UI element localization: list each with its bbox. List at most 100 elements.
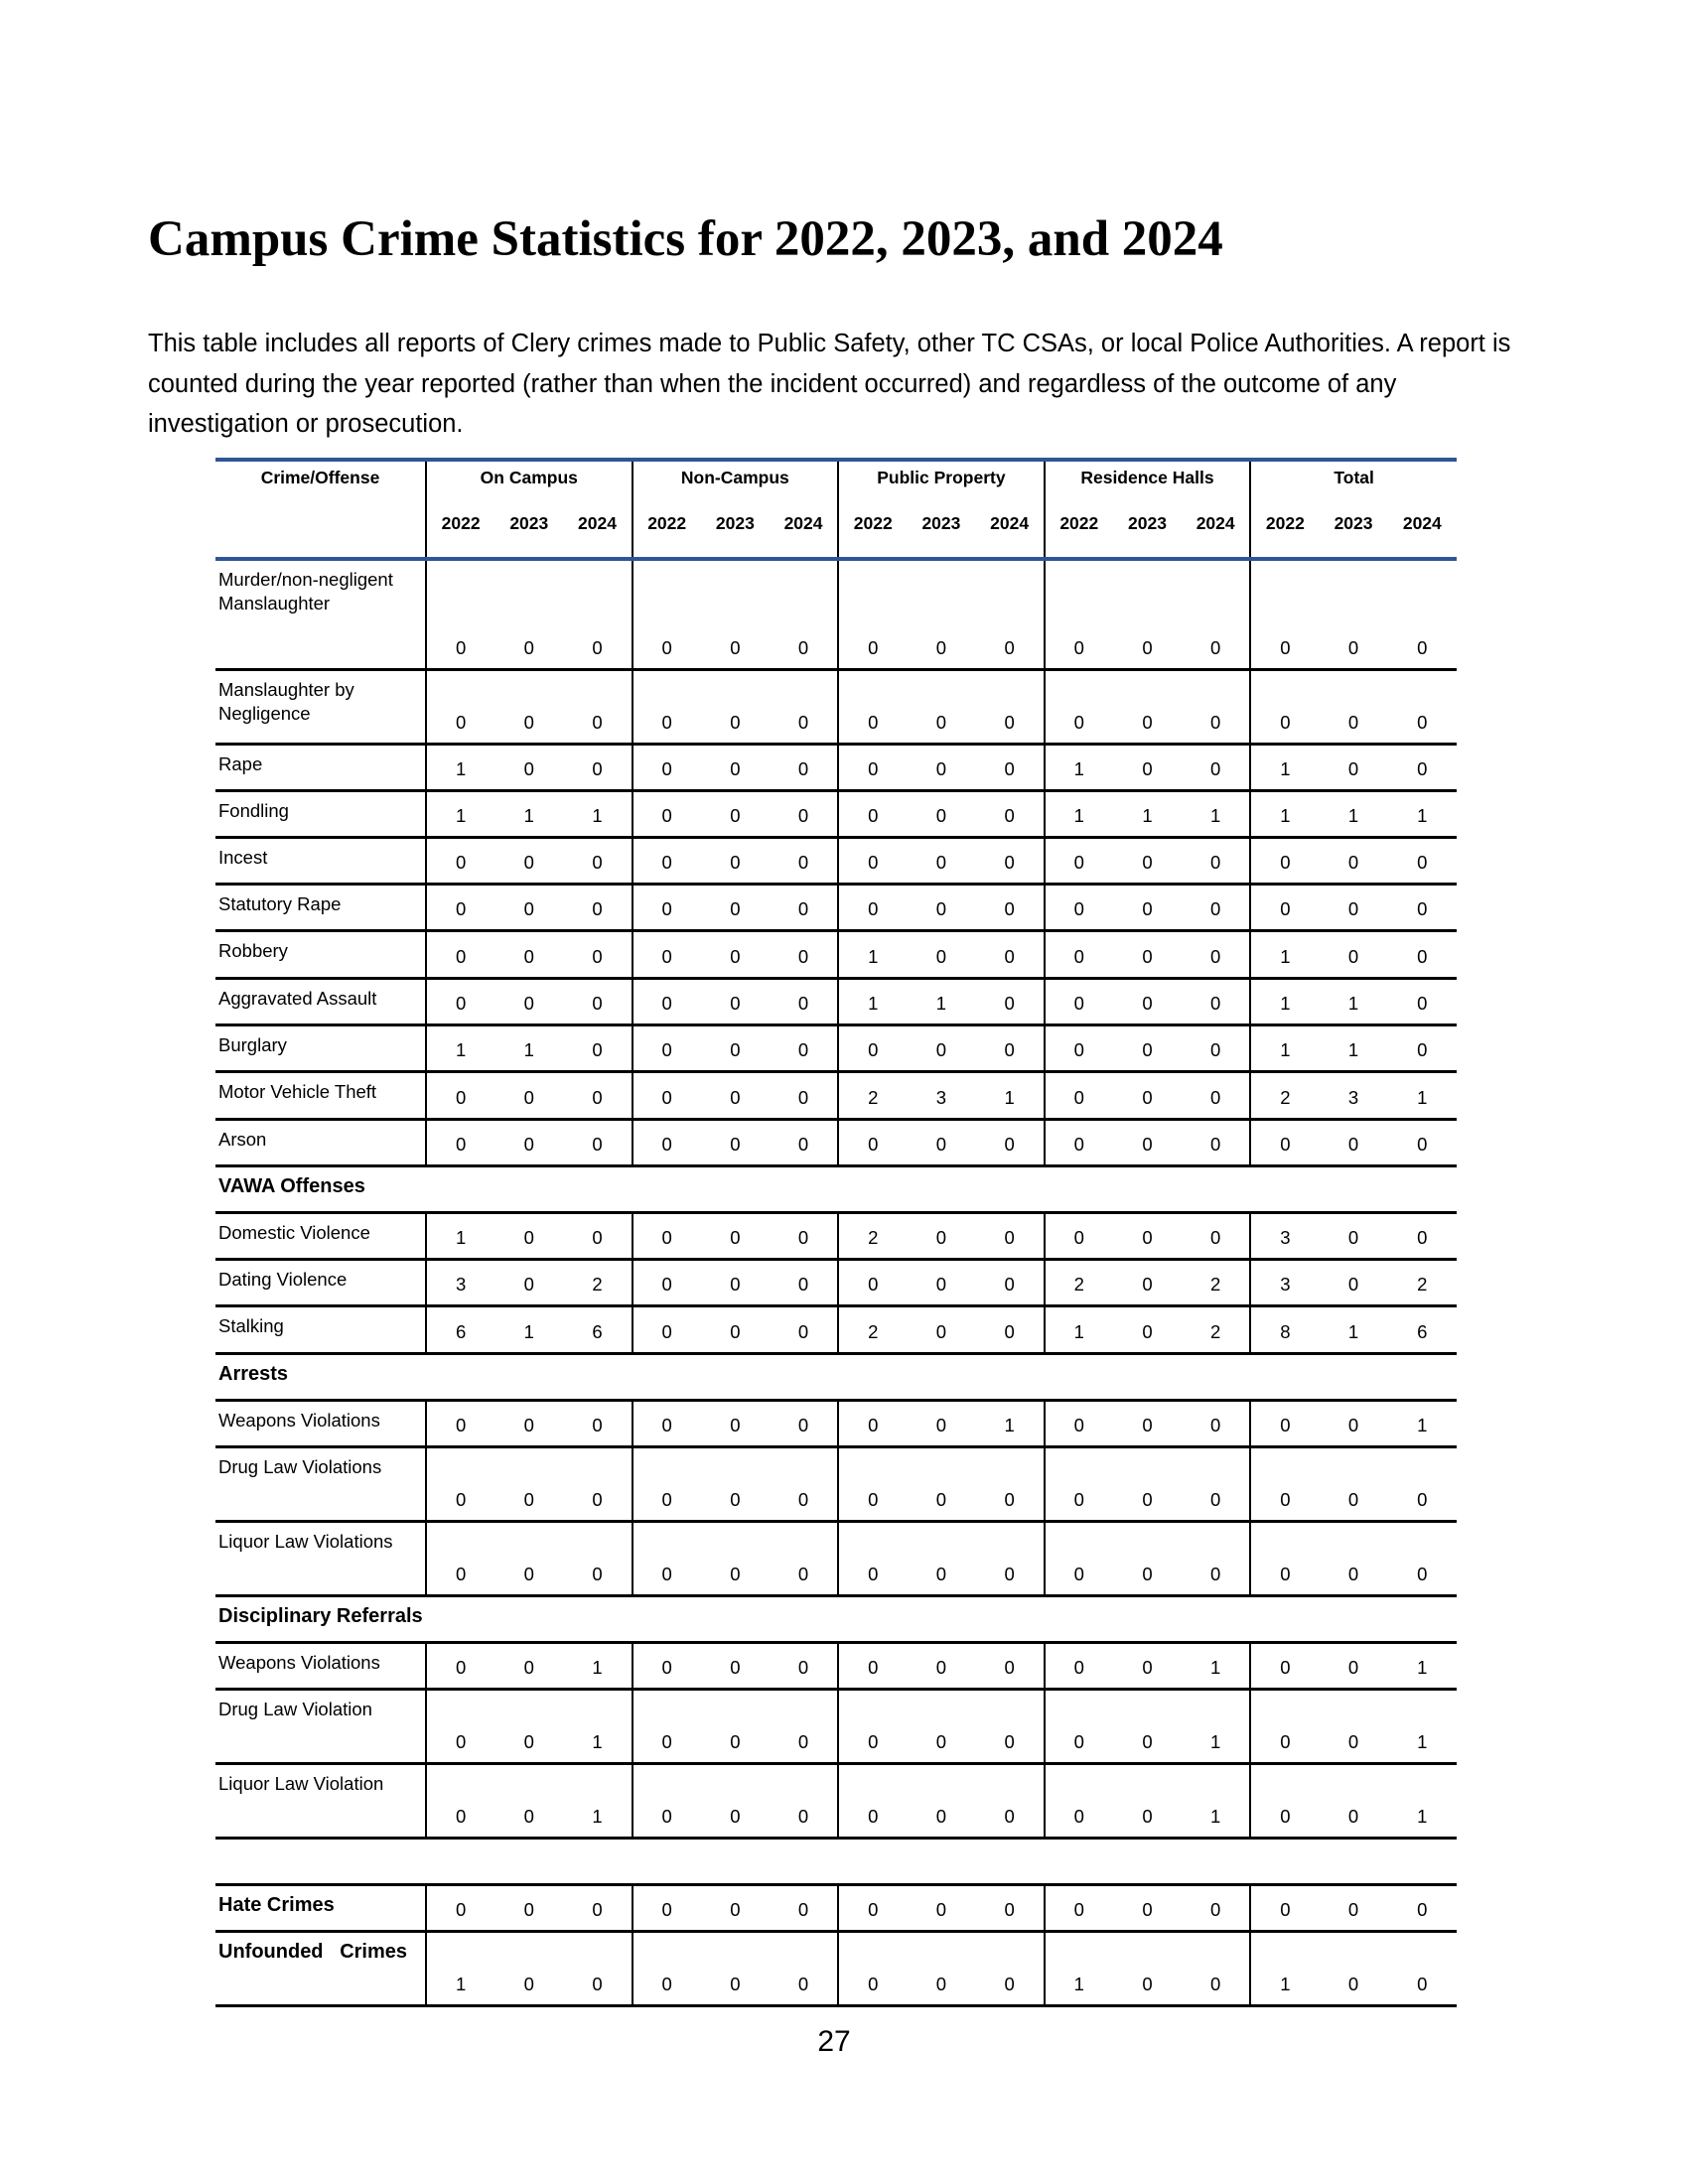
value-cell: 2	[837, 1305, 908, 1355]
value-cell: 0	[1182, 884, 1251, 932]
value-cell: 0	[769, 1119, 839, 1167]
value-cell: 2	[1387, 1259, 1457, 1307]
value-cell: 0	[1249, 1521, 1320, 1597]
value-cell: 1	[1182, 1689, 1251, 1765]
value-cell: 0	[494, 1446, 564, 1523]
value-cell: 0	[1112, 1071, 1183, 1121]
row-label: Statutory Rape	[215, 884, 426, 932]
value-cell: 1	[1182, 1642, 1251, 1691]
value-cell: 0	[1249, 1642, 1320, 1691]
value-cell: 0	[1319, 1931, 1388, 2007]
value-cell: 0	[424, 669, 495, 746]
value-cell: 0	[1319, 1763, 1388, 1840]
value-cell: 0	[494, 1884, 564, 1933]
value-cell: 1	[1387, 1642, 1457, 1691]
value-cell: 0	[1043, 1212, 1113, 1261]
value-cell: 1	[1319, 1305, 1388, 1355]
value-cell: 0	[700, 1024, 770, 1073]
value-cell: 1	[563, 790, 633, 839]
value-cell: 0	[700, 884, 770, 932]
value-cell: 0	[837, 1446, 908, 1523]
value-cell: 0	[907, 744, 976, 792]
value-cell: 0	[837, 1259, 908, 1307]
value-cell: 0	[1043, 1119, 1113, 1167]
value-cell: 0	[700, 744, 770, 792]
value-cell: 0	[631, 978, 701, 1026]
value-cell: 0	[1182, 930, 1251, 980]
value-cell: 0	[1043, 1642, 1113, 1691]
value-cell: 0	[1043, 1400, 1113, 1448]
value-cell: 0	[907, 1119, 976, 1167]
value-cell: 0	[1043, 559, 1113, 671]
value-cell: 0	[1319, 1642, 1388, 1691]
value-cell: 0	[494, 1400, 564, 1448]
value-cell: 0	[700, 930, 770, 980]
value-cell: 1	[424, 790, 495, 839]
value-cell: 0	[563, 1212, 633, 1261]
row-label: Hate Crimes	[215, 1884, 426, 1933]
header-year: 2022	[1043, 511, 1113, 561]
table-row: Statutory Rape 0 0 0 0 0 0 0 0 0 0 0 0 0 0 0	[215, 884, 1457, 932]
value-cell: 0	[907, 1763, 976, 1840]
value-cell: 0	[907, 1400, 976, 1448]
value-cell: 0	[700, 1763, 770, 1840]
value-cell: 0	[837, 559, 908, 671]
value-cell: 0	[907, 1931, 976, 2007]
value-cell: 0	[631, 1763, 701, 1840]
value-cell: 0	[424, 930, 495, 980]
value-cell: 0	[1182, 669, 1251, 746]
value-cell: 1	[1249, 978, 1320, 1026]
table-row: Weapons Violations 0 0 0 0 0 0 0 0 1 0 0 0 0 0 1	[215, 1400, 1457, 1448]
table-row: Unfounded Crimes 1 0 0 0 0 0 0 0 0 1 0 0 1 0 0	[215, 1931, 1457, 2007]
value-cell: 0	[769, 1400, 839, 1448]
value-cell: 0	[907, 1446, 976, 1523]
value-cell: 0	[631, 1071, 701, 1121]
value-cell: 0	[975, 1763, 1045, 1840]
header-year: 2024	[769, 511, 839, 561]
value-cell: 0	[631, 1446, 701, 1523]
value-cell: 0	[1112, 744, 1183, 792]
value-cell: 1	[1387, 1689, 1457, 1765]
value-cell: 0	[424, 978, 495, 1026]
value-cell: 0	[1249, 1119, 1320, 1167]
value-cell: 3	[1319, 1071, 1388, 1121]
value-cell: 0	[563, 837, 633, 886]
value-cell: 0	[700, 1119, 770, 1167]
value-cell: 0	[1043, 1521, 1113, 1597]
value-cell: 0	[1319, 1259, 1388, 1307]
value-cell: 0	[631, 884, 701, 932]
value-cell: 0	[1112, 1931, 1183, 2007]
value-cell: 0	[907, 559, 976, 671]
table-row: Arson 0 0 0 0 0 0 0 0 0 0 0 0 0 0 0	[215, 1119, 1457, 1167]
value-cell: 0	[631, 1119, 701, 1167]
value-cell: 0	[1182, 744, 1251, 792]
value-cell: 0	[907, 930, 976, 980]
table-row: Burglary 1 1 0 0 0 0 0 0 0 0 0 0 1 1 0	[215, 1024, 1457, 1073]
value-cell: 0	[975, 1884, 1045, 1933]
spacer-row	[215, 1838, 1457, 1886]
value-cell: 0	[1387, 1119, 1457, 1167]
header-group: Residence Halls	[1043, 458, 1251, 511]
value-cell: 0	[1182, 1931, 1251, 2007]
value-cell: 0	[563, 1071, 633, 1121]
table-row: Liquor Law Violations 0 0 0 0 0 0 0 0 0 0 0 0 0 0 0	[215, 1521, 1457, 1597]
value-cell: 0	[424, 837, 495, 886]
value-cell: 0	[494, 669, 564, 746]
header-year: 2024	[1182, 511, 1251, 561]
value-cell: 0	[1319, 837, 1388, 886]
value-cell: 1	[1182, 1763, 1251, 1840]
value-cell: 0	[907, 1259, 976, 1307]
value-cell: 1	[1043, 1305, 1113, 1355]
value-cell: 0	[563, 1521, 633, 1597]
value-cell: 0	[424, 559, 495, 671]
value-cell: 0	[769, 1642, 839, 1691]
value-cell: 0	[494, 884, 564, 932]
value-cell: 0	[494, 1259, 564, 1307]
section-header-row: VAWA Offenses	[215, 1165, 1457, 1214]
row-label: Incest	[215, 837, 426, 886]
table-row: Manslaughter by Negligence 0 0 0 0 0 0 0 0 0 0 0 0 0 0…	[215, 669, 1457, 746]
value-cell: 0	[975, 1642, 1045, 1691]
value-cell: 0	[494, 1119, 564, 1167]
value-cell: 0	[563, 1119, 633, 1167]
value-cell: 0	[563, 559, 633, 671]
